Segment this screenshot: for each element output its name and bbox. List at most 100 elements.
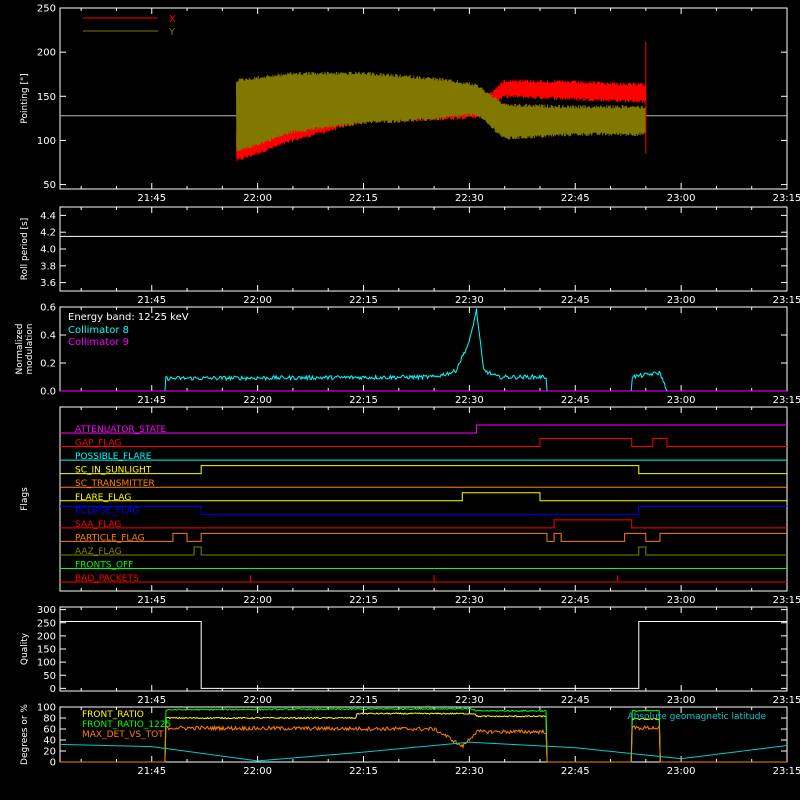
x-tick-label: 22:00 (243, 295, 272, 306)
x-tick-label: 22:30 (455, 395, 484, 406)
series-line (60, 620, 787, 689)
y-tick-label: 50 (43, 180, 56, 191)
x-tick-label: 22:15 (349, 595, 378, 606)
axes-frame (59, 606, 788, 692)
legend-entry: Y (168, 27, 176, 38)
y-tick-label: 150 (37, 92, 56, 103)
y-tick-label: 3.8 (40, 261, 56, 272)
x-tick-label: 22:00 (243, 766, 272, 777)
y-tick-label: 250 (37, 618, 56, 629)
axes-frame (59, 406, 788, 592)
x-tick-label: 23:00 (667, 295, 696, 306)
x-tick-label: 21:45 (137, 295, 166, 306)
x-tick-label: 22:15 (349, 395, 378, 406)
y-tick-label: 200 (37, 48, 56, 59)
x-tick-label: 23:15 (773, 595, 800, 606)
axes-frame (59, 206, 788, 292)
x-tick-label: 22:45 (561, 395, 590, 406)
x-tick-label: 22:45 (561, 595, 590, 606)
x-tick-label: 22:30 (455, 695, 484, 706)
flag-label: SC_IN_SUNLIGHT (75, 466, 152, 476)
panel-pointing: 21:45 22:00 22:15 22:30 22:45 23:00 23:15 50 100… (20, 4, 800, 205)
flag-label: POSSIBLE_FLARE (75, 452, 152, 462)
x-tick-label: 21:45 (137, 193, 166, 204)
x-tick-label: 23:00 (667, 595, 696, 606)
flag-line-gap-flag (60, 438, 787, 448)
axes-frame (59, 706, 788, 763)
flag-line-eclipse-flag (60, 505, 787, 515)
y-tick-label: 100 (37, 136, 56, 147)
x-tick-label: 22:45 (561, 193, 590, 204)
flag-label: AAZ_FLAG (75, 547, 122, 557)
x-tick-label: 23:00 (667, 695, 696, 706)
x-tick-label: 22:45 (561, 695, 590, 706)
x-tick-label: 22:15 (349, 695, 378, 706)
x-tick-label: 22:45 (561, 766, 590, 777)
y-tick-label: 50 (43, 671, 56, 682)
panel-ratios: 21:45 22:00 22:15 22:30 22:45 23:00 23:15 02040… (20, 703, 800, 778)
y-axis-label: Pointing ["] (20, 73, 30, 123)
x-tick-label: 22:45 (561, 295, 590, 306)
series-absolute-geomagnetic-latitude (59, 741, 788, 762)
y-axis-label: Quality (20, 632, 30, 665)
y-tick-label: 0.0 (40, 387, 56, 398)
flag-label: FRONTS_OFF (75, 561, 133, 571)
y-tick-label: 0.6 (40, 303, 56, 314)
y-tick-label: 300 (37, 605, 56, 616)
y-tick-label: 0 (50, 684, 56, 695)
flag-line-aaz-flag (60, 546, 787, 556)
flag-line-saa-flag (60, 519, 787, 529)
y-tick-label: 100 (37, 703, 56, 714)
x-tick-label: 23:15 (773, 193, 800, 204)
y-tick-label: 0 (50, 758, 56, 769)
flag-label: ATTENUATOR_STATE (75, 425, 167, 435)
y-tick-label: 80 (43, 714, 56, 725)
y-tick-label: 100 (37, 658, 56, 669)
y-axis-label: Roll period [s] (20, 218, 30, 280)
flag-label: GAP_FLAG (75, 439, 121, 449)
y-tick-label: 60 (43, 725, 56, 736)
legend-entry: FRONT_RATIO (82, 710, 144, 720)
x-tick-label: 22:15 (349, 193, 378, 204)
x-tick-label: 23:00 (667, 193, 696, 204)
flag-line-flare-flag (60, 492, 787, 502)
legend-entry: FRONT_RATIO_1225 (82, 720, 171, 730)
x-tick-label: 22:15 (349, 295, 378, 306)
x-tick-label: 21:45 (137, 595, 166, 606)
series-y (235, 71, 647, 152)
flag-label: PARTICLE_FLAG (75, 533, 145, 543)
flag-line-attenuator-state (60, 424, 787, 434)
panel-modulation: 21:45 22:00 22:15 22:30 22:45 23:00 23:15 0.0 0.… (15, 303, 800, 407)
y-axis-label: Normalized (15, 323, 25, 374)
y-tick-label: 20 (43, 747, 56, 758)
x-tick-label: 21:45 (137, 395, 166, 406)
x-tick-label: 22:00 (243, 695, 272, 706)
legend-title: Energy band: 12-25 keV (68, 312, 189, 323)
y-tick-label: 0.2 (40, 359, 56, 370)
flag-label: SAA_FLAG (75, 520, 121, 530)
y-tick-label: 4.4 (40, 211, 56, 222)
flag-line-particle-flag (60, 532, 787, 542)
x-tick-label: 22:15 (349, 766, 378, 777)
y-tick-label: 4.2 (40, 228, 56, 239)
x-tick-label: 23:00 (667, 395, 696, 406)
x-tick-label: 21:45 (137, 695, 166, 706)
x-tick-label: 23:15 (773, 766, 800, 777)
y-tick-label: 3.6 (40, 278, 56, 289)
panel-roll: 21:45 22:00 22:15 22:30 22:45 23:00 23:15 3.6 3.… (20, 206, 800, 306)
panel-flags: 21:45 22:00 22:15 22:30 22:45 23:00 23:15 Flags… (20, 406, 800, 606)
legend-entry: Collimator 9 (68, 337, 129, 348)
y-axis-label: Flags (20, 487, 30, 511)
y-axis-label: modulation (25, 324, 35, 375)
x-tick-label: 22:00 (243, 595, 272, 606)
legend-entry: MAX_DET_VS_TOT (82, 730, 164, 740)
panel-quality: 21:45 22:00 22:15 22:30 22:45 23:00 23:15 0 50 10… (20, 605, 800, 706)
legend-entry: X (169, 14, 176, 25)
x-tick-label: 22:00 (243, 395, 272, 406)
x-tick-label: 22:30 (455, 193, 484, 204)
x-tick-label: 22:30 (455, 295, 484, 306)
x-tick-label: 22:30 (455, 766, 484, 777)
x-tick-label: 21:45 (137, 766, 166, 777)
y-tick-label: 150 (37, 645, 56, 656)
